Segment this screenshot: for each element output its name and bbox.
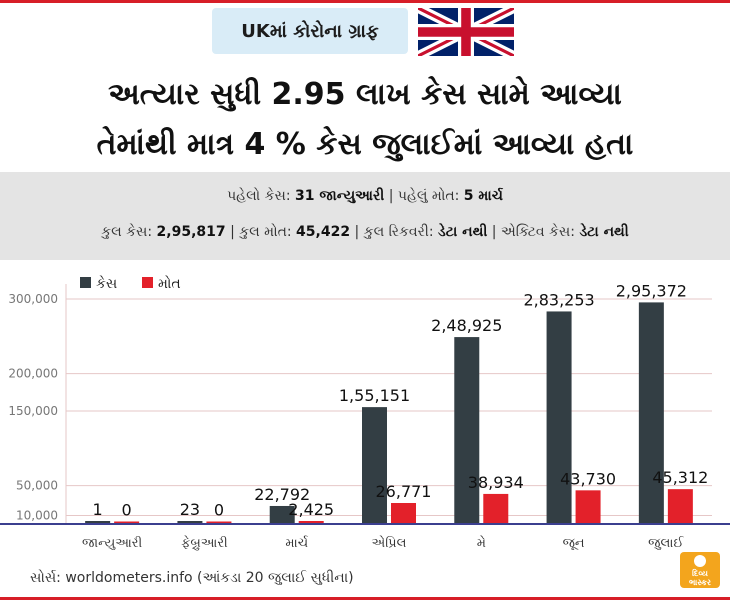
separator: | [354, 224, 360, 240]
deaths-data-label: 26,771 [376, 482, 432, 501]
first-death-value: 5 માર્ચ [463, 188, 503, 204]
active-value: ડેટા નથી [579, 224, 629, 240]
first-case-value: 31 જાન્યુઆરી [295, 188, 385, 204]
cases-bar [546, 311, 572, 523]
cases-data-label: 1 [93, 500, 103, 519]
total-deaths-value: 45,422 [296, 224, 351, 240]
deaths-data-label: 2,425 [288, 500, 334, 519]
x-tick-label: મે [477, 535, 486, 551]
deaths-data-label: 38,934 [468, 473, 524, 492]
cases-bar [638, 302, 664, 523]
divya-bhaskar-logo: દિવ્ય ભાસ્કર [680, 552, 720, 588]
cases-data-label: 2,95,372 [616, 281, 687, 300]
cases-data-label: 2,48,925 [431, 316, 502, 335]
cases-bar [85, 521, 111, 523]
deaths-bar [114, 521, 140, 523]
deaths-bar [298, 521, 324, 523]
cases-data-label: 22,792 [254, 485, 310, 504]
top-accent-bar [0, 0, 730, 3]
total-cases-value: 2,95,817 [156, 224, 226, 240]
recovery-value: ડેટા નથી [438, 224, 488, 240]
x-tick-label: ફેબ્રુઆરી [181, 535, 228, 551]
cases-data-label: 2,83,253 [523, 290, 594, 309]
cases-bar [177, 521, 203, 523]
deaths-data-label: 43,730 [560, 469, 616, 488]
cases-bar [269, 505, 295, 523]
deaths-bar [391, 503, 416, 523]
info-panel: પહેલો કેસ: 31 જાન્યુઆરી | પહેલું મોત: 5 … [0, 172, 730, 260]
legend-cases-swatch [80, 277, 91, 288]
separator: | [491, 224, 497, 240]
cases-bar [454, 337, 480, 523]
x-tick-label: જૂન [563, 536, 585, 551]
header-tag: UKમાં કોરોના ગ્રાફ [212, 8, 408, 54]
first-case-label: પહેલો કેસ: [227, 188, 291, 204]
y-tick-label: 300,000 [8, 292, 58, 306]
x-tick-label: જાન્યુઆરી [82, 535, 142, 551]
deaths-bar [575, 490, 601, 523]
recovery-label: કુલ રિકવરી: [363, 224, 434, 240]
separator: | [388, 188, 394, 204]
separator: | [230, 224, 235, 240]
headline-line-1: અત્યાર સુધી 2.95 લાખ કેસ સામે આવ્યા [108, 77, 622, 112]
x-tick-label: માર્ચ [285, 535, 308, 551]
deaths-data-label: 45,312 [652, 468, 708, 487]
cases-data-label: 23 [180, 500, 200, 519]
deaths-bar [667, 489, 693, 523]
y-tick-label: 10,000 [16, 509, 58, 523]
logo-line-2: ભાસ્કર [689, 578, 712, 587]
cases-data-label: 1,55,151 [339, 386, 410, 405]
legend-cases-label: કેસ [96, 275, 117, 292]
legend-deaths-swatch [142, 277, 153, 288]
source-note: સોર્સ: worldometers.info (આંકડા 20 જુલાઈ… [30, 570, 354, 586]
y-tick-label: 50,000 [16, 479, 58, 493]
cases-bar [362, 407, 387, 523]
total-cases-label: કુલ કેસ: [101, 224, 153, 240]
total-deaths-label: કુલ મોત: [239, 224, 292, 240]
bottom-accent-bar [0, 597, 730, 600]
deaths-data-label: 0 [122, 501, 132, 520]
info-line-totals: કુલ કેસ: 2,95,817 | કુલ મોત: 45,422 | કુ… [0, 224, 730, 240]
headline: અત્યાર સુધી 2.95 લાખ કેસ સામે આવ્યા તેમા… [0, 70, 730, 170]
active-label: એક્ટિવ કેસ: [500, 224, 575, 240]
deaths-bar [483, 493, 509, 523]
y-tick-label: 150,000 [8, 404, 58, 418]
legend-deaths-label: મોત [158, 275, 181, 292]
logo-line-1: દિવ્ય [692, 567, 708, 578]
headline-line-2: તેમાંથી માત્ર 4 % કેસ જુલાઈમાં આવ્યા હતા [96, 127, 634, 162]
x-tick-label: એપ્રિલ [372, 535, 407, 551]
first-death-label: પહેલું મોત: [397, 188, 460, 204]
uk-flag-icon [418, 8, 514, 56]
deaths-data-label: 0 [214, 501, 224, 520]
y-tick-label: 200,000 [8, 367, 58, 381]
info-line-first: પહેલો કેસ: 31 જાન્યુઆરી | પહેલું મોત: 5 … [0, 188, 730, 204]
x-tick-label: જુલાઈ [648, 535, 684, 551]
deaths-bar [206, 521, 232, 523]
